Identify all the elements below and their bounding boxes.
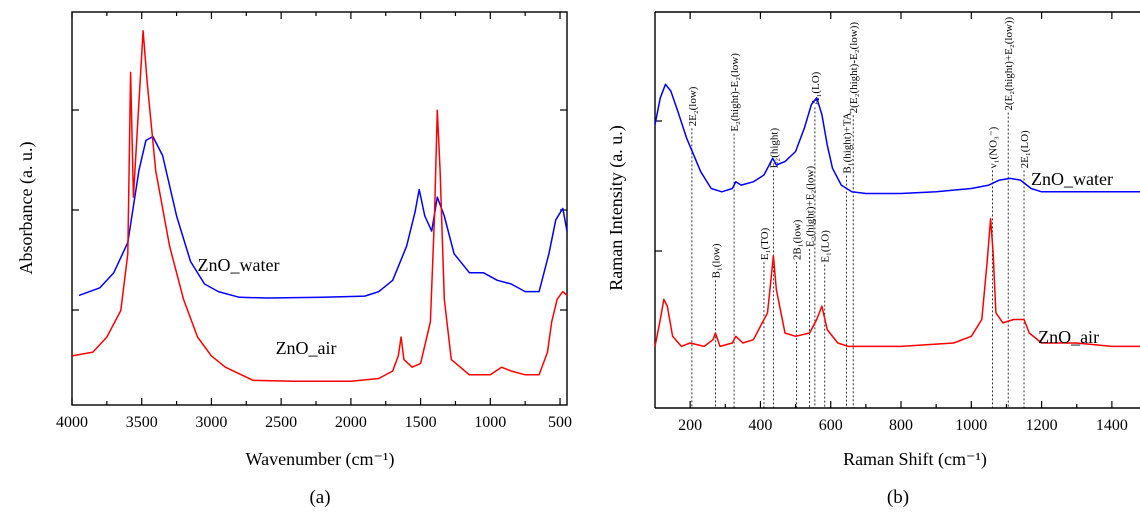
panel-b-label: (b): [887, 487, 909, 508]
panel-a-series: [71, 30, 568, 382]
panel-a-plot-frame: [71, 11, 568, 406]
panel-a-label: (a): [309, 487, 330, 508]
panel-b-x-tick-label: 1000: [955, 417, 987, 434]
panel-b-y-axis-title: Raman Intensity (a. u.): [606, 125, 627, 290]
panel-b-series-label: ZnO_water: [1031, 169, 1113, 189]
panel-b-x-ticks: 200 400 600 800 1000 1200 1400: [678, 12, 1128, 434]
panel-b-series-label: ZnO_air: [1038, 327, 1099, 347]
panel-a-series-line-zno-air: [71, 30, 568, 382]
panel-b-mode-label: ν₁(NO₃⁻): [987, 126, 999, 168]
panel-b-mode-label: 2(E₂(hight)-E₂(low)): [848, 22, 860, 114]
panel-a: 4000 3500 3000 2500 2000 1500 1000 500 ZnO_wate…: [16, 11, 572, 508]
panel-a-series-label: ZnO_water: [197, 255, 279, 275]
panel-b-mode-label: E₂(hight)+E₂(low): [805, 166, 817, 247]
panel-b: 200 400 600 800 1000 1200 1400 2E₂(low) E₂(high…: [606, 11, 1140, 508]
panel-b-mode-label: B₁(low): [710, 243, 722, 278]
panel-b-x-tick-label: 1400: [1096, 417, 1128, 434]
panel-a-x-ticks: 4000 3500 3000 2500 2000 1500 1000 500: [56, 12, 572, 431]
panel-b-mode-label: 2E₁(LO): [1019, 130, 1031, 168]
panel-b-y-ticks: [655, 120, 662, 252]
panel-b-mode-label: E₁(TO): [759, 227, 771, 260]
panel-b-mode-label: B₁(hight)+TA: [842, 112, 854, 173]
panel-b-mode-label: 2B₁(low): [792, 219, 804, 260]
panel-a-x-tick-label: 2500: [265, 414, 297, 431]
panel-b-x-tick-label: 800: [889, 417, 913, 434]
panel-a-x-tick-label: 500: [548, 414, 572, 431]
panel-b-x-axis-title: Raman Shift (cm⁻¹): [843, 449, 987, 470]
panel-b-x-tick-label: 1200: [1026, 417, 1058, 434]
panel-a-x-tick-label: 3500: [126, 414, 158, 431]
panel-b-mode-guides: 2E₂(low) E₂(hight)-E₂(low) E₂(hight) A₁(LO)…: [687, 16, 1031, 408]
panel-b-mode-label: E₂(hight)-E₂(low): [729, 53, 741, 132]
panel-a-x-tick-label: 2000: [335, 414, 367, 431]
panel-a-x-axis-title: Wavenumber (cm⁻¹): [246, 449, 395, 470]
panel-b-mode-label: 2E₂(low): [687, 86, 699, 126]
panel-b-mode-label: 2(E₂(hight)+E₂(low)): [1003, 16, 1015, 110]
panel-a-x-tick-label: 1500: [405, 414, 437, 431]
panel-a-x-tick-label: 1000: [474, 414, 506, 431]
panel-a-series-labels: ZnO_water ZnO_air: [197, 255, 336, 358]
panel-a-series-label: ZnO_air: [276, 338, 337, 358]
panel-a-series-line-zno-water: [78, 135, 568, 299]
panel-a-x-tick-label: 3000: [195, 414, 227, 431]
panel-b-series-line-zno-air: [654, 217, 1140, 348]
panel-b-series: [654, 83, 1140, 348]
panel-b-mode-label: E₁(LO): [820, 230, 832, 263]
panel-b-series-labels: ZnO_water ZnO_air: [1031, 169, 1113, 347]
panel-b-mode-label: E₂(hight): [768, 128, 780, 169]
panel-b-series-line-zno-water: [654, 83, 1140, 195]
panel-b-x-tick-label: 200: [678, 417, 702, 434]
panel-b-mode-label: A₁(LO): [810, 71, 822, 105]
panel-b-x-tick-label: 400: [748, 417, 772, 434]
panel-a-x-tick-label: 4000: [56, 414, 88, 431]
panel-a-y-axis-title: Absorbance (a. u.): [16, 142, 37, 275]
panel-b-x-tick-label: 600: [819, 417, 843, 434]
